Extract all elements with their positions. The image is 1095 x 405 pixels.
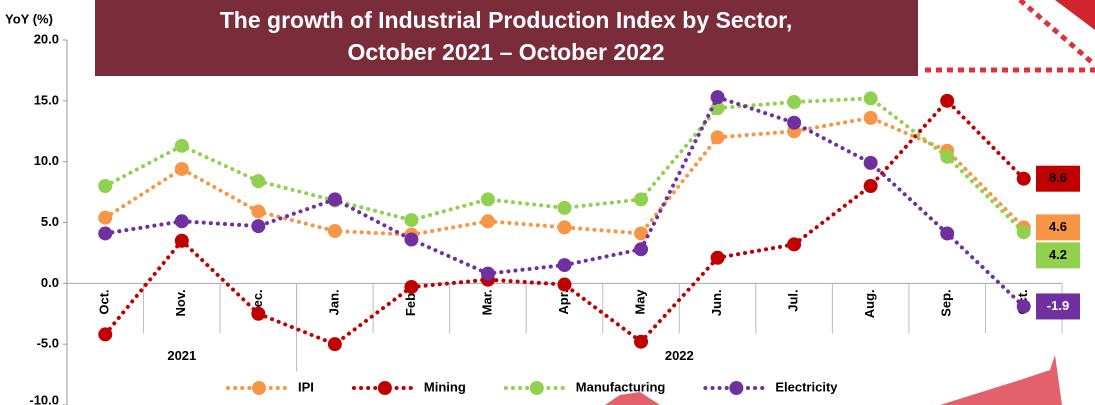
legend-label: Manufacturing (576, 379, 666, 394)
legend-label: IPI (298, 379, 314, 394)
data-label: -1.9 (1047, 298, 1069, 313)
marker (175, 214, 189, 228)
y-tick-label: -5.0 (37, 336, 59, 351)
marker (251, 307, 265, 321)
group-label: 2021 (167, 348, 196, 363)
data-label: 4.6 (1049, 219, 1067, 234)
chart-title: The growth of Industrial Production Inde… (220, 7, 792, 33)
marker (481, 192, 495, 206)
legend-marker (378, 381, 392, 395)
marker (98, 179, 112, 193)
x-tick-label: Jun. (709, 289, 724, 316)
marker (328, 192, 342, 206)
marker (558, 278, 572, 292)
y-tick-label: 10.0 (34, 153, 59, 168)
y-tick-label: 15.0 (34, 92, 59, 107)
marker (940, 94, 954, 108)
series (98, 91, 1030, 239)
marker (634, 242, 648, 256)
marker (404, 213, 418, 227)
marker (940, 150, 954, 164)
marker (481, 267, 495, 281)
marker (634, 335, 648, 349)
marker (404, 280, 418, 294)
legend-label: Electricity (775, 379, 838, 394)
marker (711, 251, 725, 265)
series (98, 111, 1030, 242)
marker (634, 192, 648, 206)
marker (98, 226, 112, 240)
marker (787, 116, 801, 130)
marker (175, 234, 189, 248)
marker (558, 258, 572, 272)
x-tick-label: Mar. (479, 289, 494, 315)
x-tick-label: Nov. (173, 289, 188, 316)
legend-label: Mining (424, 379, 466, 394)
x-tick-label: Oct. (97, 289, 112, 314)
y-tick-label: 20.0 (34, 31, 59, 46)
marker (787, 237, 801, 251)
marker (1017, 299, 1031, 313)
marker (558, 220, 572, 234)
marker (251, 174, 265, 188)
marker (1017, 172, 1031, 186)
marker (251, 205, 265, 219)
marker (787, 95, 801, 109)
marker (251, 219, 265, 233)
y-tick-label: 5.0 (41, 214, 59, 229)
legend-marker (252, 381, 266, 395)
marker (328, 224, 342, 238)
x-tick-label: Apr. (556, 289, 571, 314)
marker (175, 139, 189, 153)
marker (558, 201, 572, 215)
group-label: 2022 (665, 348, 694, 363)
x-tick-label: Jul. (786, 289, 801, 311)
marker (940, 226, 954, 240)
marker (404, 233, 418, 247)
marker (864, 91, 878, 105)
marker (864, 111, 878, 125)
y-tick-label: -10.0 (29, 392, 59, 405)
marker (175, 162, 189, 176)
legend-marker (729, 381, 743, 395)
marker (864, 156, 878, 170)
marker (328, 337, 342, 351)
y-axis-label: YoY (%) (5, 11, 53, 26)
x-tick-label: Aug. (862, 289, 877, 318)
marker (98, 211, 112, 225)
data-label: 8.6 (1049, 170, 1067, 185)
page: {"chart_data": {"type": "line", "title":… (0, 0, 1095, 405)
marker (98, 327, 112, 341)
chart-title: October 2021 – October 2022 (347, 39, 664, 65)
marker (711, 130, 725, 144)
marker (481, 214, 495, 228)
legend-marker (530, 381, 544, 395)
y-tick-label: 0.0 (41, 275, 59, 290)
marker (634, 226, 648, 240)
x-tick-label: Jan. (326, 289, 341, 315)
marker (864, 179, 878, 193)
marker (711, 90, 725, 104)
chart: The growth of Industrial Production Inde… (0, 0, 1095, 405)
line (105, 118, 1023, 235)
data-label: 4.2 (1049, 247, 1067, 262)
x-tick-label: May (632, 289, 647, 315)
marker (1017, 225, 1031, 239)
x-tick-label: Sep. (939, 289, 954, 316)
